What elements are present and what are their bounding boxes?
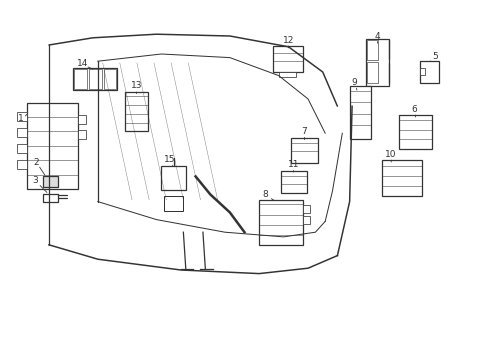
Bar — [89, 69, 102, 89]
Text: 8: 8 — [262, 190, 268, 199]
Text: 14: 14 — [76, 59, 88, 68]
Text: 12: 12 — [282, 36, 294, 45]
Text: 3: 3 — [32, 176, 38, 185]
Bar — [419, 68, 425, 75]
Text: 15: 15 — [163, 155, 175, 164]
Bar — [382, 160, 422, 196]
Bar — [74, 69, 87, 89]
Bar — [17, 144, 27, 153]
Bar — [398, 115, 431, 149]
Bar — [291, 138, 317, 163]
Text: 9: 9 — [351, 78, 357, 87]
Bar — [43, 176, 58, 187]
Bar — [124, 92, 148, 131]
Bar — [366, 62, 377, 83]
Bar — [164, 196, 183, 211]
Bar — [419, 61, 438, 83]
Text: 4: 4 — [374, 32, 380, 41]
Bar — [349, 86, 370, 139]
Text: 5: 5 — [431, 53, 437, 62]
Bar — [103, 69, 116, 89]
Bar — [259, 200, 303, 245]
Text: 7: 7 — [301, 127, 306, 136]
Text: 6: 6 — [411, 104, 417, 114]
Text: 2: 2 — [33, 158, 39, 166]
Bar — [365, 39, 388, 86]
Bar — [78, 115, 85, 124]
Text: 13: 13 — [130, 81, 142, 90]
Bar — [17, 160, 27, 169]
Bar — [43, 194, 58, 202]
Bar — [366, 40, 377, 60]
Bar — [281, 171, 306, 193]
Bar — [27, 103, 78, 189]
Bar — [303, 205, 309, 213]
Bar — [17, 128, 27, 137]
Bar — [78, 130, 85, 139]
Text: 11: 11 — [287, 160, 299, 169]
Bar — [272, 46, 303, 72]
Bar — [17, 112, 27, 121]
Bar — [303, 216, 309, 224]
Text: 10: 10 — [385, 150, 396, 158]
Text: 1: 1 — [18, 114, 24, 123]
Bar — [161, 166, 185, 190]
Bar — [278, 72, 295, 77]
Bar — [73, 68, 117, 90]
